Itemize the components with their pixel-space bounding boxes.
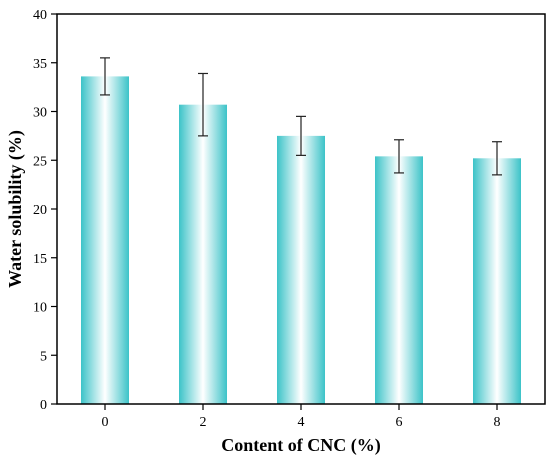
- x-axis-ticks: 0 2 4 6 8: [102, 404, 501, 430]
- x-tick-label: 0: [102, 415, 109, 430]
- x-tick-label: 8: [494, 415, 501, 430]
- y-tick-label: 10: [33, 301, 47, 316]
- x-tick-label: 4: [298, 415, 305, 430]
- error-bars-layer: [100, 57, 502, 176]
- x-tick-label: 6: [396, 415, 403, 430]
- bars-layer: [81, 76, 521, 405]
- y-tick-label: 30: [33, 106, 47, 121]
- bar-2: [179, 104, 227, 405]
- bar-0: [81, 76, 129, 405]
- y-axis-title: Water solubility (%): [5, 130, 26, 288]
- y-tick-label: 15: [33, 252, 47, 267]
- y-tick-label: 0: [40, 398, 47, 413]
- y-tick-label: 5: [40, 349, 47, 364]
- bar-4: [277, 135, 325, 404]
- y-tick-label: 35: [33, 57, 47, 72]
- bar-8: [473, 158, 521, 404]
- y-tick-label: 25: [33, 154, 47, 169]
- y-tick-label: 20: [33, 203, 47, 218]
- x-axis-title: Content of CNC (%): [221, 435, 380, 456]
- y-axis-ticks: 0 5 10 15 20 25 30 35 40: [33, 8, 57, 413]
- y-tick-label: 40: [33, 8, 47, 23]
- x-tick-label: 2: [200, 415, 207, 430]
- bar-6: [375, 156, 423, 404]
- plot-frame: [56, 13, 546, 405]
